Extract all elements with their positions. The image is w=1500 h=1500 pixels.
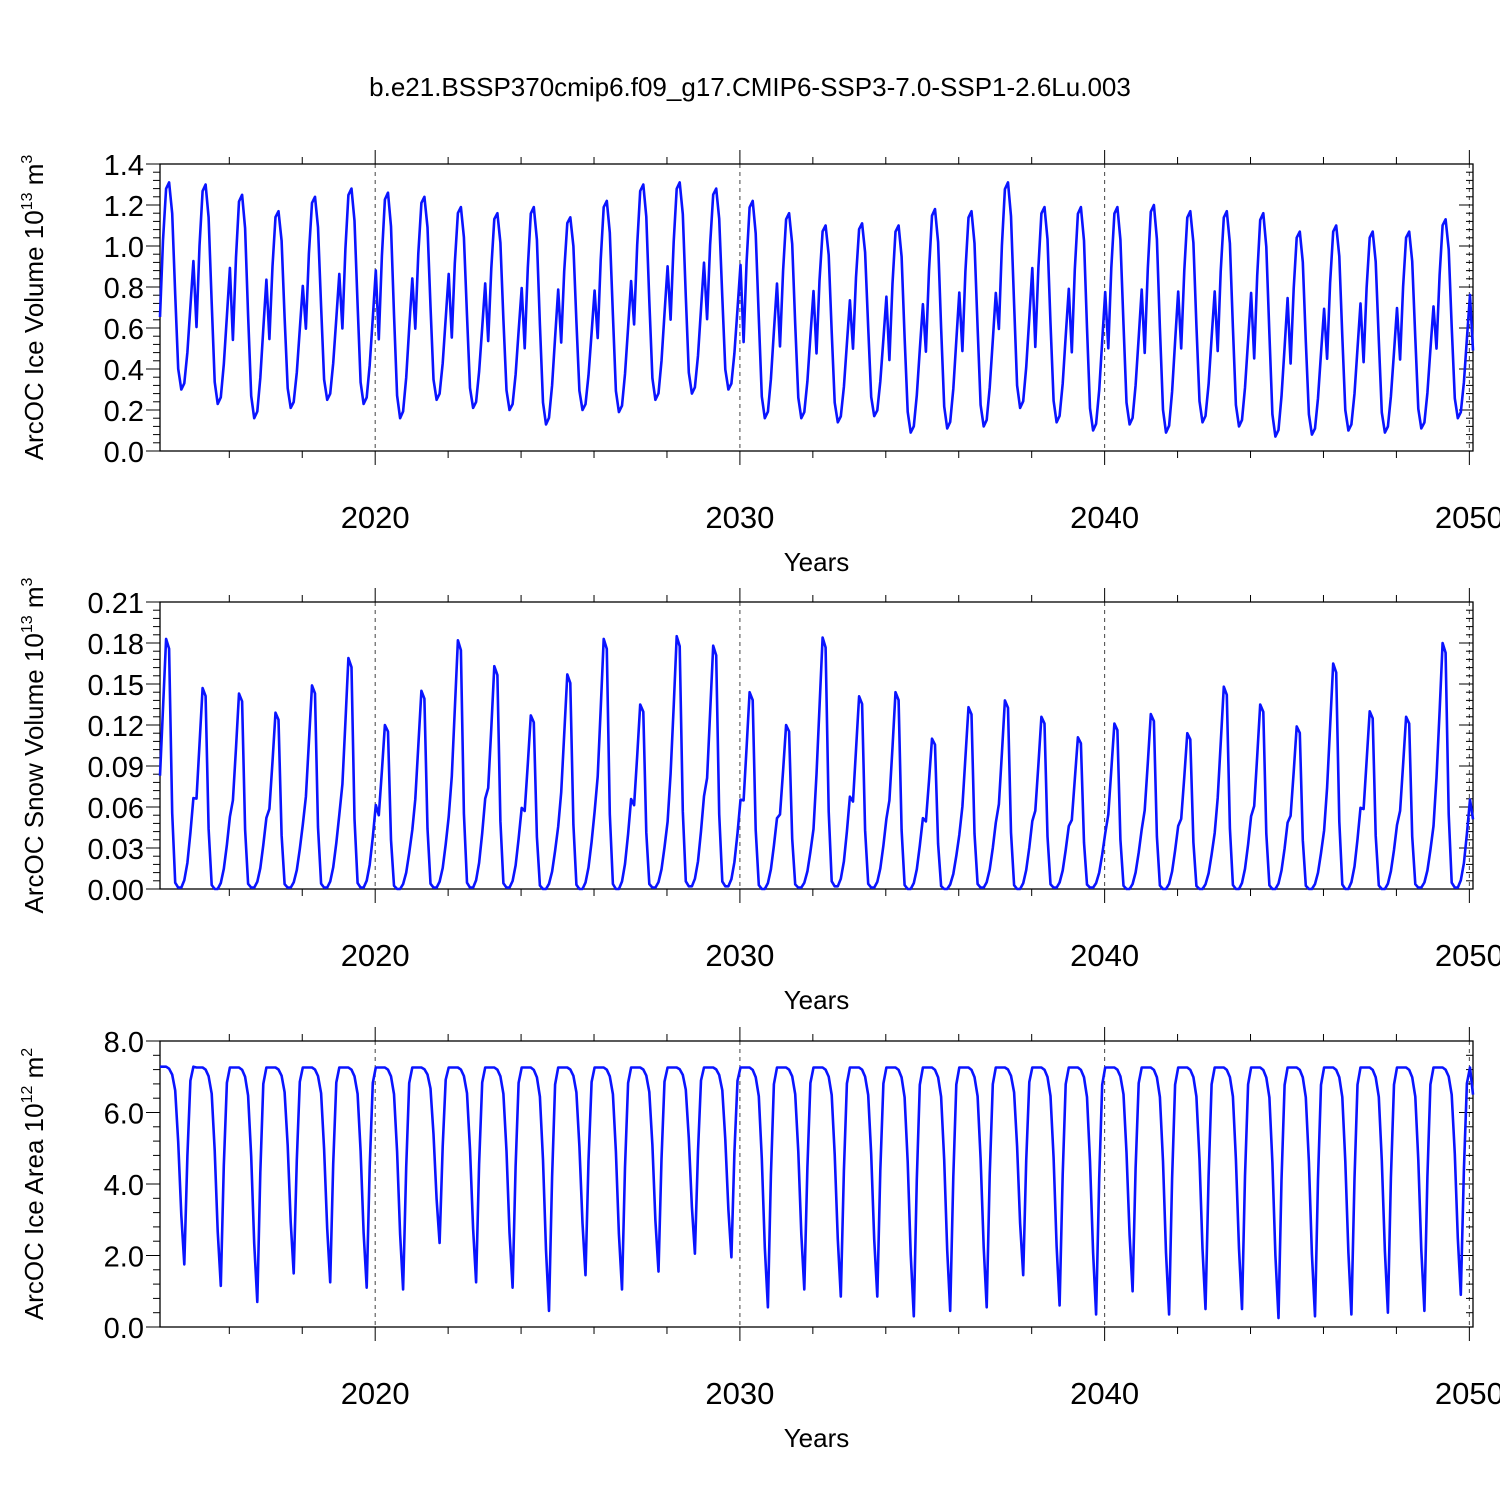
x-axis-label: Years: [784, 985, 850, 1015]
xtick-label: 2040: [1070, 1376, 1139, 1411]
y-axis-label-ylabel-unit: m: [19, 586, 49, 615]
ytick-label: 0.8: [104, 273, 144, 305]
x-axis-label: Years: [784, 547, 850, 577]
y-axis-label-ylabel-unit-exp: 3: [19, 577, 36, 586]
y-axis-label-ylabel-exp: 12: [19, 1086, 36, 1104]
ytick-label: 0.0: [104, 437, 144, 469]
ytick-label: 0.18: [88, 629, 144, 661]
y-axis-label-ylabel-unit-exp: 3: [19, 155, 36, 164]
ytick-label: 0.21: [88, 588, 144, 620]
xtick-label: 2020: [341, 938, 410, 973]
y-axis-label-ylabel: ArcOC Snow Volume 10: [19, 633, 49, 913]
series-line-arcoc-ice-volume: [158, 181, 1475, 438]
plot-frame: [159, 1040, 1474, 1328]
xtick-label: 2020: [341, 1376, 410, 1411]
xtick-label: 2020: [341, 500, 410, 535]
ytick-label: 0.4: [104, 355, 144, 387]
ytick-label: 8.0: [104, 1027, 144, 1059]
ice-volume-panel: 2020 2030 2040 2050 0.0 0.2 0.4 0.6 0.8 1.0 1.2 1.4…: [19, 150, 1500, 577]
xtick-label: 2040: [1070, 938, 1139, 973]
ytick-label: 4.0: [104, 1170, 144, 1202]
y-axis-label-ylabel-unit: m: [19, 164, 49, 193]
ytick-label: 1.2: [104, 191, 144, 223]
ytick-label: 1.0: [104, 232, 144, 264]
y-axis-label-ylabel: ArcOC Ice Volume 10: [19, 210, 49, 460]
ytick-label: 0.06: [88, 793, 144, 825]
xtick-label: 2050: [1435, 938, 1500, 973]
ytick-label: 0.03: [88, 834, 144, 866]
y-axis-label-ylabel-unit-exp: 2: [19, 1048, 36, 1057]
xtick-label: 2050: [1435, 1376, 1500, 1411]
y-axis-label: ArcOC Ice Area 1012 m2: [19, 1048, 49, 1320]
ytick-label: 2.0: [104, 1242, 144, 1274]
xtick-label: 2040: [1070, 500, 1139, 535]
ytick-label: 1.4: [104, 150, 144, 182]
y-axis-label-ylabel-unit: m: [19, 1057, 49, 1086]
ytick-label: 0.0: [104, 1313, 144, 1345]
ytick-label: 0.6: [104, 314, 144, 346]
ytick-label: 0.00: [88, 875, 144, 907]
x-axis-label: Years: [784, 1423, 850, 1453]
ice-area-panel: 2020 2030 2040 2050 0.0 2.0 4.0 6.0 8.0 Years ArcO…: [19, 1027, 1500, 1453]
y-axis-label-ylabel-exp: 13: [19, 192, 36, 210]
ytick-label: 0.2: [104, 396, 144, 428]
ytick-label: 0.15: [88, 670, 144, 702]
xtick-label: 2030: [705, 1376, 774, 1411]
ytick-label: 6.0: [104, 1099, 144, 1131]
snow-volume-panel: 2020 2030 2040 2050 0.00 0.03 0.06 0.09 0.12 0.15…: [19, 577, 1500, 1015]
y-axis-label: ArcOC Ice Volume 1013 m3: [19, 155, 49, 461]
xtick-label: 2050: [1435, 500, 1500, 535]
plot-frame: [159, 601, 1474, 890]
series-line-arcoc-snow-volume: [158, 634, 1475, 891]
figure-title: b.e21.BSSP370cmip6.f09_g17.CMIP6-SSP3-7.…: [369, 72, 1131, 102]
y-axis-label: ArcOC Snow Volume 1013 m3: [19, 577, 49, 913]
xtick-label: 2030: [705, 500, 774, 535]
ytick-label: 0.09: [88, 752, 144, 784]
y-axis-label-ylabel: ArcOC Ice Area 10: [19, 1103, 49, 1320]
series-line-arcoc-ice-area: [160, 1065, 1475, 1320]
y-axis-label-ylabel-exp: 13: [19, 615, 36, 633]
xtick-label: 2030: [705, 938, 774, 973]
ytick-label: 0.12: [88, 711, 144, 743]
